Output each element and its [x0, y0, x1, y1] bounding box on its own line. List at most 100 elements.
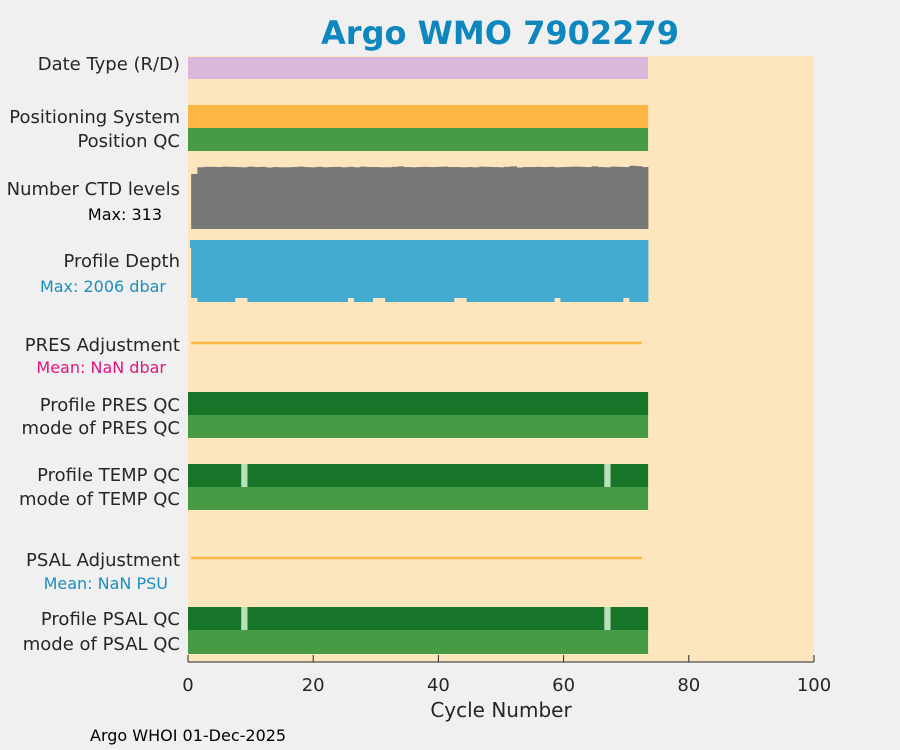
profile-depth-bar-cycle-10	[247, 240, 255, 302]
ctd-levels-bar-cycle-45	[466, 167, 474, 229]
profile-depth-bar-cycle-30	[372, 240, 380, 298]
profile-depth-bar-cycle-65	[591, 240, 599, 302]
date-type-r-d-bar	[188, 57, 649, 79]
ctd-levels-bar-cycle-28	[360, 166, 367, 229]
profile-depth-bar-cycle-35	[403, 240, 411, 302]
ctd-levels-bar-cycle-26	[347, 166, 355, 229]
mode-of-pres-qc-bar	[188, 415, 649, 438]
row-label-date-type: Date Type (R/D)	[38, 54, 180, 75]
ctd-levels-bar-cycle-41	[441, 166, 449, 229]
ctd-levels-bar-cycle-16	[285, 167, 292, 229]
ctd-levels-bar-cycle-62	[572, 166, 580, 229]
ctd-levels-bar-cycle-15	[278, 167, 286, 229]
profile-depth-bar-cycle-56	[535, 240, 542, 302]
profile-depth-bar-cycle-3	[203, 240, 211, 302]
profile-depth-bar-cycle-9	[241, 240, 248, 298]
ctd-levels-bar-cycle-60	[560, 167, 568, 229]
ctd-levels-bar-cycle-20	[310, 167, 317, 229]
ctd-levels-bar-cycle-30	[372, 167, 380, 229]
position-qc-bar	[188, 128, 649, 151]
profile-depth-bar-cycle-42	[447, 240, 455, 302]
profile-depth-bar-cycle-48	[485, 240, 492, 302]
row-label-temp-mode: mode of TEMP QC	[19, 489, 180, 510]
profile-depth-bar-cycle-44	[460, 240, 467, 298]
ctd-levels-bar-cycle-3	[203, 166, 211, 229]
profile-depth-bar-cycle-61	[566, 240, 574, 302]
profile-depth-bar-cycle-36	[410, 240, 417, 302]
profile-depth-bar-cycle-1	[191, 240, 198, 298]
profile-depth-bar-cycle-37	[416, 240, 424, 302]
profile-depth-bar-cycle-7	[228, 240, 236, 302]
profile-depth-bar-cycle-62	[572, 240, 580, 302]
profile-depth-bar-cycle-18	[297, 240, 305, 302]
row-label-psal-mode: mode of PSAL QC	[23, 634, 180, 655]
profile-depth-bar-cycle-39	[429, 240, 436, 302]
profile-depth-bar-cycle-58	[547, 240, 555, 302]
ctd-levels-bar-cycle-24	[335, 166, 342, 229]
ctd-levels-bar-cycle-1	[191, 173, 198, 229]
x-axis-ticks: 0 20 40 60 80 100	[182, 655, 831, 696]
row-label-temp-qc: Profile TEMP QC	[37, 465, 180, 486]
ctd-levels-bar-cycle-21	[316, 166, 323, 229]
profile-depth-bar-cycle-67	[604, 240, 611, 302]
row-labels: Date Type (R/D) Positioning System Positio…	[7, 54, 180, 655]
profile-depth-bar-cycle-25	[341, 240, 348, 302]
x-tick-label-100: 100	[797, 675, 831, 696]
row-label-pos-system: Positioning System	[9, 107, 180, 128]
profile-depth-bar-cycle-49	[491, 240, 499, 302]
profile-temp-qc-flag-cycle-9	[241, 464, 248, 487]
row-label-depth: Profile Depth	[63, 251, 180, 272]
row-label-pres-adj-mean: Mean: NaN dbar	[36, 358, 166, 377]
ctd-levels-bar-cycle-23	[328, 167, 336, 229]
profile-depth-bar-cycle-54	[522, 240, 530, 302]
ctd-levels-bar-cycle-12	[259, 166, 267, 229]
row-label-psal-qc: Profile PSAL QC	[41, 609, 180, 630]
x-tick-label-40: 40	[427, 675, 450, 696]
profile-psal-qc-flag-cycle-67	[604, 607, 611, 630]
ctd-levels-bar-cycle-67	[604, 167, 611, 229]
ctd-levels-bar-cycle-33	[391, 166, 399, 229]
row-label-psal-adj-mean: Mean: NaN PSU	[44, 574, 168, 593]
profile-depth-bar-cycle-72	[635, 240, 643, 302]
profile-depth-bar-cycle-57	[541, 240, 549, 302]
row-label-nlev-max: Max: 313	[88, 205, 162, 224]
profile-depth-bar-cycle-66	[598, 240, 605, 302]
profile-depth-bar-cycle-2	[197, 240, 204, 302]
ctd-levels-bar-cycle-42	[447, 167, 455, 229]
ctd-levels-bar-cycle-66	[598, 167, 605, 229]
profile-depth-bar-cycle-38	[422, 240, 430, 302]
profile-depth-bar-cycle-32	[385, 240, 392, 302]
profile-depth-bar-cycle-47	[479, 240, 486, 302]
ctd-levels-bar-cycle-72	[635, 166, 643, 229]
ctd-levels-bar-cycle-69	[616, 166, 624, 229]
profile-depth-bar-cycle-17	[291, 240, 298, 302]
ctd-levels-bar-cycle-6	[222, 166, 229, 229]
ctd-levels-bar-cycle-19	[303, 167, 311, 229]
ctd-levels-bar-cycle-54	[522, 167, 530, 229]
profile-depth-bar-cycle-13	[266, 240, 273, 302]
ctd-levels-bar-cycle-10	[247, 166, 255, 229]
ctd-levels-bar-cycle-52	[510, 166, 517, 229]
ctd-levels-bar-cycle-34	[397, 166, 405, 229]
profile-depth-bar-cycle-19	[303, 240, 311, 302]
x-tick-label-20: 20	[302, 675, 325, 696]
ctd-levels-bar-cycle-49	[491, 167, 499, 229]
profile-depth-bar-cycle-55	[529, 240, 536, 302]
ctd-levels-bar-cycle-46	[472, 167, 480, 229]
profile-depth-bar-cycle-26	[347, 240, 355, 298]
profile-depth-bar-cycle-69	[616, 240, 624, 302]
profile-depth-bar-cycle-29	[366, 240, 373, 302]
profile-depth-bar-cycle-53	[516, 240, 524, 302]
ctd-levels-bar-cycle-29	[366, 167, 373, 229]
ctd-levels-bar-cycle-36	[410, 167, 417, 229]
x-axis-label: Cycle Number	[430, 698, 572, 722]
profile-depth-bar-cycle-33	[391, 240, 399, 302]
positioning-system-bar	[188, 105, 649, 128]
profile-depth-bar-cycle-73	[641, 240, 649, 302]
row-label-pres-qc: Profile PRES QC	[40, 395, 180, 416]
ctd-levels-bar-cycle-11	[253, 167, 261, 229]
ctd-levels-bar-cycle-65	[591, 166, 599, 229]
ctd-levels-bar-cycle-70	[623, 167, 630, 229]
profile-depth-bar-cycle-27	[353, 240, 361, 302]
